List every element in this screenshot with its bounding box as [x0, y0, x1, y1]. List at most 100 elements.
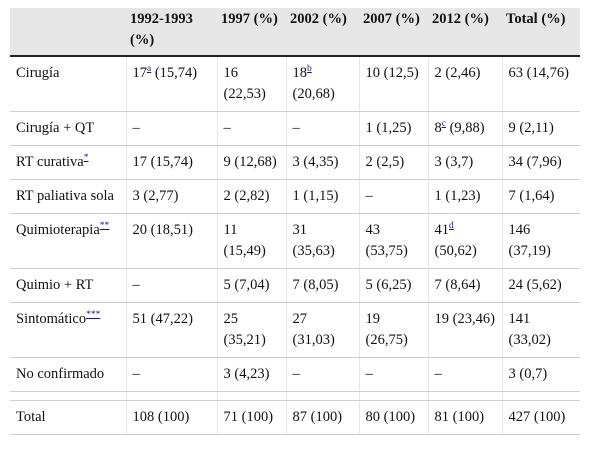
cell-value: 7 (8,05) [292, 277, 339, 293]
footnote-link[interactable]: *** [86, 310, 101, 321]
row-label-text: Cirugía + QT [16, 120, 95, 136]
table-cell: 8c (9,88) [427, 111, 502, 146]
cell-value: 63 (14,76) [508, 65, 569, 81]
spacer-cell [358, 391, 428, 401]
cell-value-rest: (15,74) [151, 65, 198, 81]
table-cell: 7 (8,05) [285, 268, 359, 303]
cell-value: 3 (2,77) [132, 188, 179, 204]
table-cell: 146 (37,19) [501, 213, 580, 269]
total-cell: 427 (100) [501, 400, 580, 435]
header-empty [10, 8, 126, 57]
table-cell: 1 (1,15) [285, 179, 359, 214]
row-label: RT curativa* [10, 145, 126, 180]
cell-value: 19 (23,46) [434, 311, 495, 327]
column-header: 2002 (%) [286, 8, 359, 57]
table-cell: 34 (7,96) [501, 145, 580, 180]
table-cell: 17 (15,74) [125, 145, 217, 180]
row-label-text: RT curativa [16, 154, 84, 170]
header-row: 1992-1993 (%) 1997 (%) 2002 (%) 2007 (%) 201… [10, 8, 580, 57]
table-cell: – [125, 268, 217, 303]
table-cell: – [427, 357, 502, 392]
cell-value: 2 (2,46) [434, 65, 481, 81]
table-cell: 1 (1,23) [427, 179, 502, 214]
table-cell: – [285, 111, 359, 146]
spacer-cell [216, 391, 286, 401]
spacer-cell [125, 391, 217, 401]
total-label: Total [10, 400, 126, 435]
cell-value: 20 (18,51) [132, 222, 193, 238]
row-label-text: Quimio + RT [16, 277, 94, 293]
footnote-link[interactable]: a [147, 64, 152, 75]
footnote-link[interactable]: d [449, 221, 454, 232]
table-cell: – [125, 357, 217, 392]
footnote-link[interactable]: b [307, 64, 312, 75]
table-row: Quimio + RT – 5 (7,04) 7 (8,05) 5 (6,25) 7 (8… [10, 268, 580, 303]
table-cell: 18b (20,68) [285, 56, 359, 112]
cell-value: 3 (4,35) [292, 154, 339, 170]
cell-value: 16 (22,53) [223, 65, 266, 102]
cell-value: 3 (3,7) [434, 154, 474, 170]
table-cell: 10 (12,5) [358, 56, 428, 112]
cell-value: 10 (12,5) [365, 65, 419, 81]
treatment-table: 1992-1993 (%) 1997 (%) 2002 (%) 2007 (%) 201… [10, 8, 580, 435]
row-label: Quimioterapia** [10, 213, 126, 269]
cell-value: 7 (8,64) [434, 277, 481, 293]
cell-value-rest: (9,88) [445, 120, 485, 136]
cell-value: 41 [434, 222, 450, 238]
cell-value: 9 (2,11) [508, 120, 554, 136]
spacer-cell [285, 391, 359, 401]
table-cell: – [358, 179, 428, 214]
table-cell: 19 (26,75) [358, 302, 428, 358]
row-label-text: Sintomático [16, 311, 87, 327]
table-cell: 2 (2,46) [427, 56, 502, 112]
cell-value: 5 (6,25) [365, 277, 412, 293]
table-cell: 24 (5,62) [501, 268, 580, 303]
footnote-link[interactable]: * [83, 153, 89, 164]
cell-value: 1 (1,15) [292, 188, 339, 204]
column-header: 1997 (%) [217, 8, 286, 57]
total-cell: 108 (100) [125, 400, 217, 435]
table-row: No confirmado – 3 (4,23) – – – 3 (0,7) [10, 357, 580, 392]
cell-value: 27 (31,03) [292, 311, 335, 348]
table-cell: 9 (12,68) [216, 145, 286, 180]
table-cell: – [125, 111, 217, 146]
table-cell: 3 (0,7) [501, 357, 580, 392]
row-label-text: No confirmado [16, 366, 105, 382]
table-cell: – [285, 357, 359, 392]
footnote-link[interactable]: c [441, 119, 446, 130]
table-cell: 9 (2,11) [501, 111, 580, 146]
footnote-link[interactable]: ** [99, 221, 110, 232]
cell-value: 31 (35,63) [292, 222, 335, 259]
column-header: Total (%) [502, 8, 580, 57]
spacer-row [10, 391, 580, 401]
table-cell: 41d (50,62) [427, 213, 502, 269]
table-cell: 2 (2,82) [216, 179, 286, 214]
total-row: Total 108 (100) 71 (100) 87 (100) 80 (100) 81… [10, 400, 580, 435]
cell-value-rest: (50,62) [434, 243, 477, 259]
table-row: Cirugía + QT – – – 1 (1,25) 8c (9,88) 9 (2,11) [10, 111, 580, 146]
table-cell: 20 (18,51) [125, 213, 217, 269]
cell-value: 1 (1,25) [365, 120, 412, 136]
row-label: Quimio + RT [10, 268, 126, 303]
table-cell: – [358, 357, 428, 392]
cell-value: 2 (2,82) [223, 188, 270, 204]
row-label-text: Quimioterapia [16, 222, 100, 238]
table-row: RT paliativa sola 3 (2,77) 2 (2,82) 1 (1,15… [10, 179, 580, 214]
table-cell: 51 (47,22) [125, 302, 217, 358]
table-cell: 11 (15,49) [216, 213, 286, 269]
table-cell: 5 (6,25) [358, 268, 428, 303]
cell-value: 141 (33,02) [508, 311, 551, 348]
row-label: RT paliativa sola [10, 179, 126, 214]
cell-value: 9 (12,68) [223, 154, 277, 170]
table-cell: 19 (23,46) [427, 302, 502, 358]
table-cell: 31 (35,63) [285, 213, 359, 269]
cell-value: – [434, 366, 442, 382]
table-cell: 27 (31,03) [285, 302, 359, 358]
table-row: RT curativa* 17 (15,74) 9 (12,68) 3 (4,35) 2… [10, 145, 580, 180]
total-cell: 71 (100) [216, 400, 286, 435]
cell-value: 24 (5,62) [508, 277, 562, 293]
cell-value: 7 (1,64) [508, 188, 555, 204]
cell-value: – [365, 366, 373, 382]
table-cell: 7 (1,64) [501, 179, 580, 214]
cell-value: 19 (26,75) [365, 311, 408, 348]
